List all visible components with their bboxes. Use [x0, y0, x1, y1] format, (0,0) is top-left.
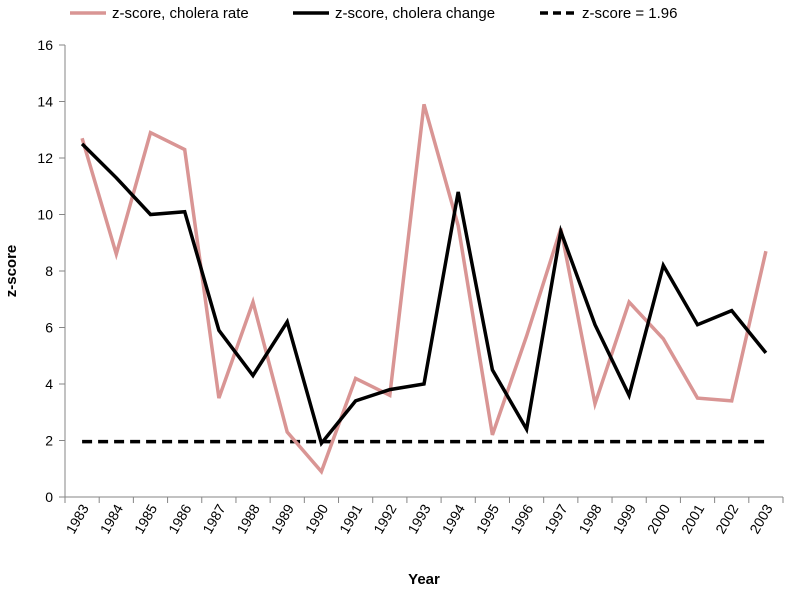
x-tick-label: 1989 [268, 501, 298, 536]
series-line-1 [80, 142, 768, 448]
x-tick-label: 1993 [404, 501, 434, 536]
y-tick-label: 16 [37, 37, 53, 53]
x-tick-label: 1995 [473, 501, 503, 536]
series-layer [80, 103, 768, 475]
x-tick-label: 1992 [370, 501, 400, 536]
y-tick-label: 6 [45, 320, 53, 336]
x-tick-label: 2003 [746, 501, 776, 536]
x-tick-label: 1986 [165, 501, 195, 536]
x-tick-label: 1985 [131, 501, 161, 536]
x-tick-label: 1988 [233, 501, 263, 536]
y-tick-label: 12 [37, 150, 53, 166]
y-tick-label: 8 [45, 263, 53, 279]
legend-label-1: z-score, cholera change [335, 5, 495, 22]
x-tick-label: 1987 [199, 501, 229, 536]
x-tick-label: 1990 [302, 501, 332, 536]
y-tick-label: 0 [45, 489, 53, 505]
series-line-0 [80, 103, 768, 475]
legend-label-0: z-score, cholera rate [112, 5, 249, 22]
x-tick-label: 1994 [439, 501, 469, 536]
legend-label-2: z-score = 1.96 [582, 5, 677, 22]
y-tick-label: 4 [45, 376, 53, 392]
x-tick-label: 1991 [336, 501, 366, 536]
x-axis-title: Year [408, 571, 440, 588]
axes: 0 2 4 6 8 10 12 14 16 1983 1984 1985 1986 1987 1988 198… [37, 37, 784, 536]
x-tick-label: 2002 [712, 501, 742, 536]
y-tick-label: 2 [45, 433, 53, 449]
x-tick-label: 1983 [62, 501, 92, 536]
legend: z-score, cholera rate z-score, cholera ch… [70, 5, 677, 22]
x-tick-label: 1996 [507, 501, 537, 536]
y-tick-label: 10 [37, 207, 53, 223]
y-axis-title: z-score [3, 245, 20, 298]
x-tick-label: 1999 [610, 501, 640, 536]
x-tick-label: 1998 [575, 501, 605, 536]
x-tick-label: 1997 [541, 501, 571, 536]
y-tick-label: 14 [37, 94, 53, 110]
x-tick-label: 2001 [678, 501, 708, 536]
x-tick-label: 1984 [97, 501, 127, 536]
x-tick-label: 2000 [644, 501, 674, 536]
